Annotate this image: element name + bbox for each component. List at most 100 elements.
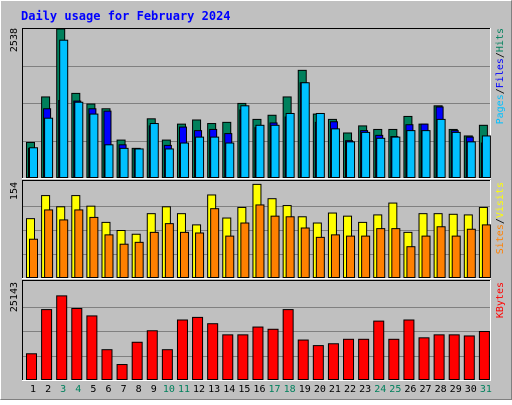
day-tick-label: 18 [284,384,296,395]
kbytes-bar [101,349,113,380]
pages-bar [270,124,280,178]
kbytes-bar [71,307,83,381]
day-tick-label: 1 [30,384,36,395]
pages-bar [436,118,446,178]
sites-bar [451,235,461,278]
day-tick-label: 30 [465,384,477,395]
kbytes-bar [116,364,128,380]
day-tick-label: 10 [163,384,175,395]
kbytes-bar [478,331,490,380]
sites-bar [330,234,340,278]
kbytes-bar [86,315,98,380]
sites-bar [285,216,295,279]
sites-bar [44,209,54,278]
pages-bar [330,128,340,179]
day-tick-label: 16 [253,384,265,395]
sites-bar [361,235,371,278]
panel-bottom-highlight [22,280,491,381]
kbytes-bar [312,345,324,380]
kbytes-bar [418,337,430,380]
pages-bar [179,142,189,178]
kbytes-bar [267,328,279,381]
pages-bar [285,112,295,178]
day-tick-label: 9 [151,384,157,395]
kbytes-bar [131,341,143,380]
sites-bar [346,235,356,278]
legend-label: Files [495,58,506,88]
legend-label: / [495,88,506,94]
legend-label: Hits [495,28,506,52]
kbytes-bar [433,334,445,381]
pages-bar [361,131,371,178]
day-tick-label: 17 [269,384,281,395]
pages-bar [74,101,84,178]
kbytes-bar [207,323,219,381]
pages-bar [134,148,144,178]
kbytes-bar [448,334,460,381]
sites-bar [270,215,280,278]
kbytes-bar [343,338,355,380]
pages-bar [149,123,159,178]
day-tick-label: 6 [105,384,111,395]
pages-bar [164,148,174,178]
sites-bar [315,236,325,279]
sites-bar [240,222,250,279]
sites-bar [436,226,446,278]
pages-bar [421,130,431,178]
chart-title: Daily usage for February 2024 [21,9,231,23]
day-tick-label: 29 [450,384,462,395]
panel-bottom-max-label: 25143 [9,282,20,312]
sites-bar [164,223,174,278]
panel-middle-legend: Sites/Visits [495,182,506,254]
pages-bar [481,135,491,178]
panel-top-max-label: 2538 [9,28,20,52]
sites-bar [134,241,144,279]
sites-bar [59,219,69,279]
kbytes-bar [192,316,204,381]
legend-label: Visits [495,182,506,218]
legend-label: Sites [495,224,506,254]
sites-bar [376,228,386,278]
sites-bar [179,231,189,279]
pages-bar [376,137,386,178]
sites-bar [466,228,476,279]
kbytes-bar [41,309,53,380]
panel-bottom-border [22,280,490,380]
day-tick-label: 21 [329,384,341,395]
kbytes-bar [176,319,188,381]
day-tick-label: 28 [435,384,447,395]
kbytes-bar [282,309,294,380]
sites-bar [89,216,99,278]
sites-bar [29,238,38,279]
panel-middle-max-label: 154 [9,182,20,200]
panel-bottom-legend: KBytes [495,282,506,318]
panel-middle-highlight [22,180,491,279]
sites-bar [195,232,205,278]
legend-label: / [495,52,506,58]
sites-bar [225,235,235,278]
pages-bar [346,141,356,179]
day-tick-label: 4 [75,384,81,395]
kbytes-bar [222,334,234,381]
day-tick-label: 13 [208,384,220,395]
pages-bar [406,130,416,178]
pages-bar [240,105,250,178]
sites-bar [421,235,431,278]
kbytes-bar [373,320,385,380]
day-tick-label: 15 [238,384,250,395]
pages-bar [315,112,325,178]
kbytes-bar [327,343,339,380]
pages-bar [466,141,476,179]
pages-bar [44,117,54,178]
day-tick-label: 20 [314,384,326,395]
kbytes-bar [56,295,68,381]
sites-bar [481,224,491,279]
panel-top-legend: Pages/Files/Hits [495,28,506,124]
pages-bar [300,82,310,178]
panel-top-border [22,28,490,178]
day-tick-label: 27 [419,384,431,395]
pages-bar [104,144,114,178]
